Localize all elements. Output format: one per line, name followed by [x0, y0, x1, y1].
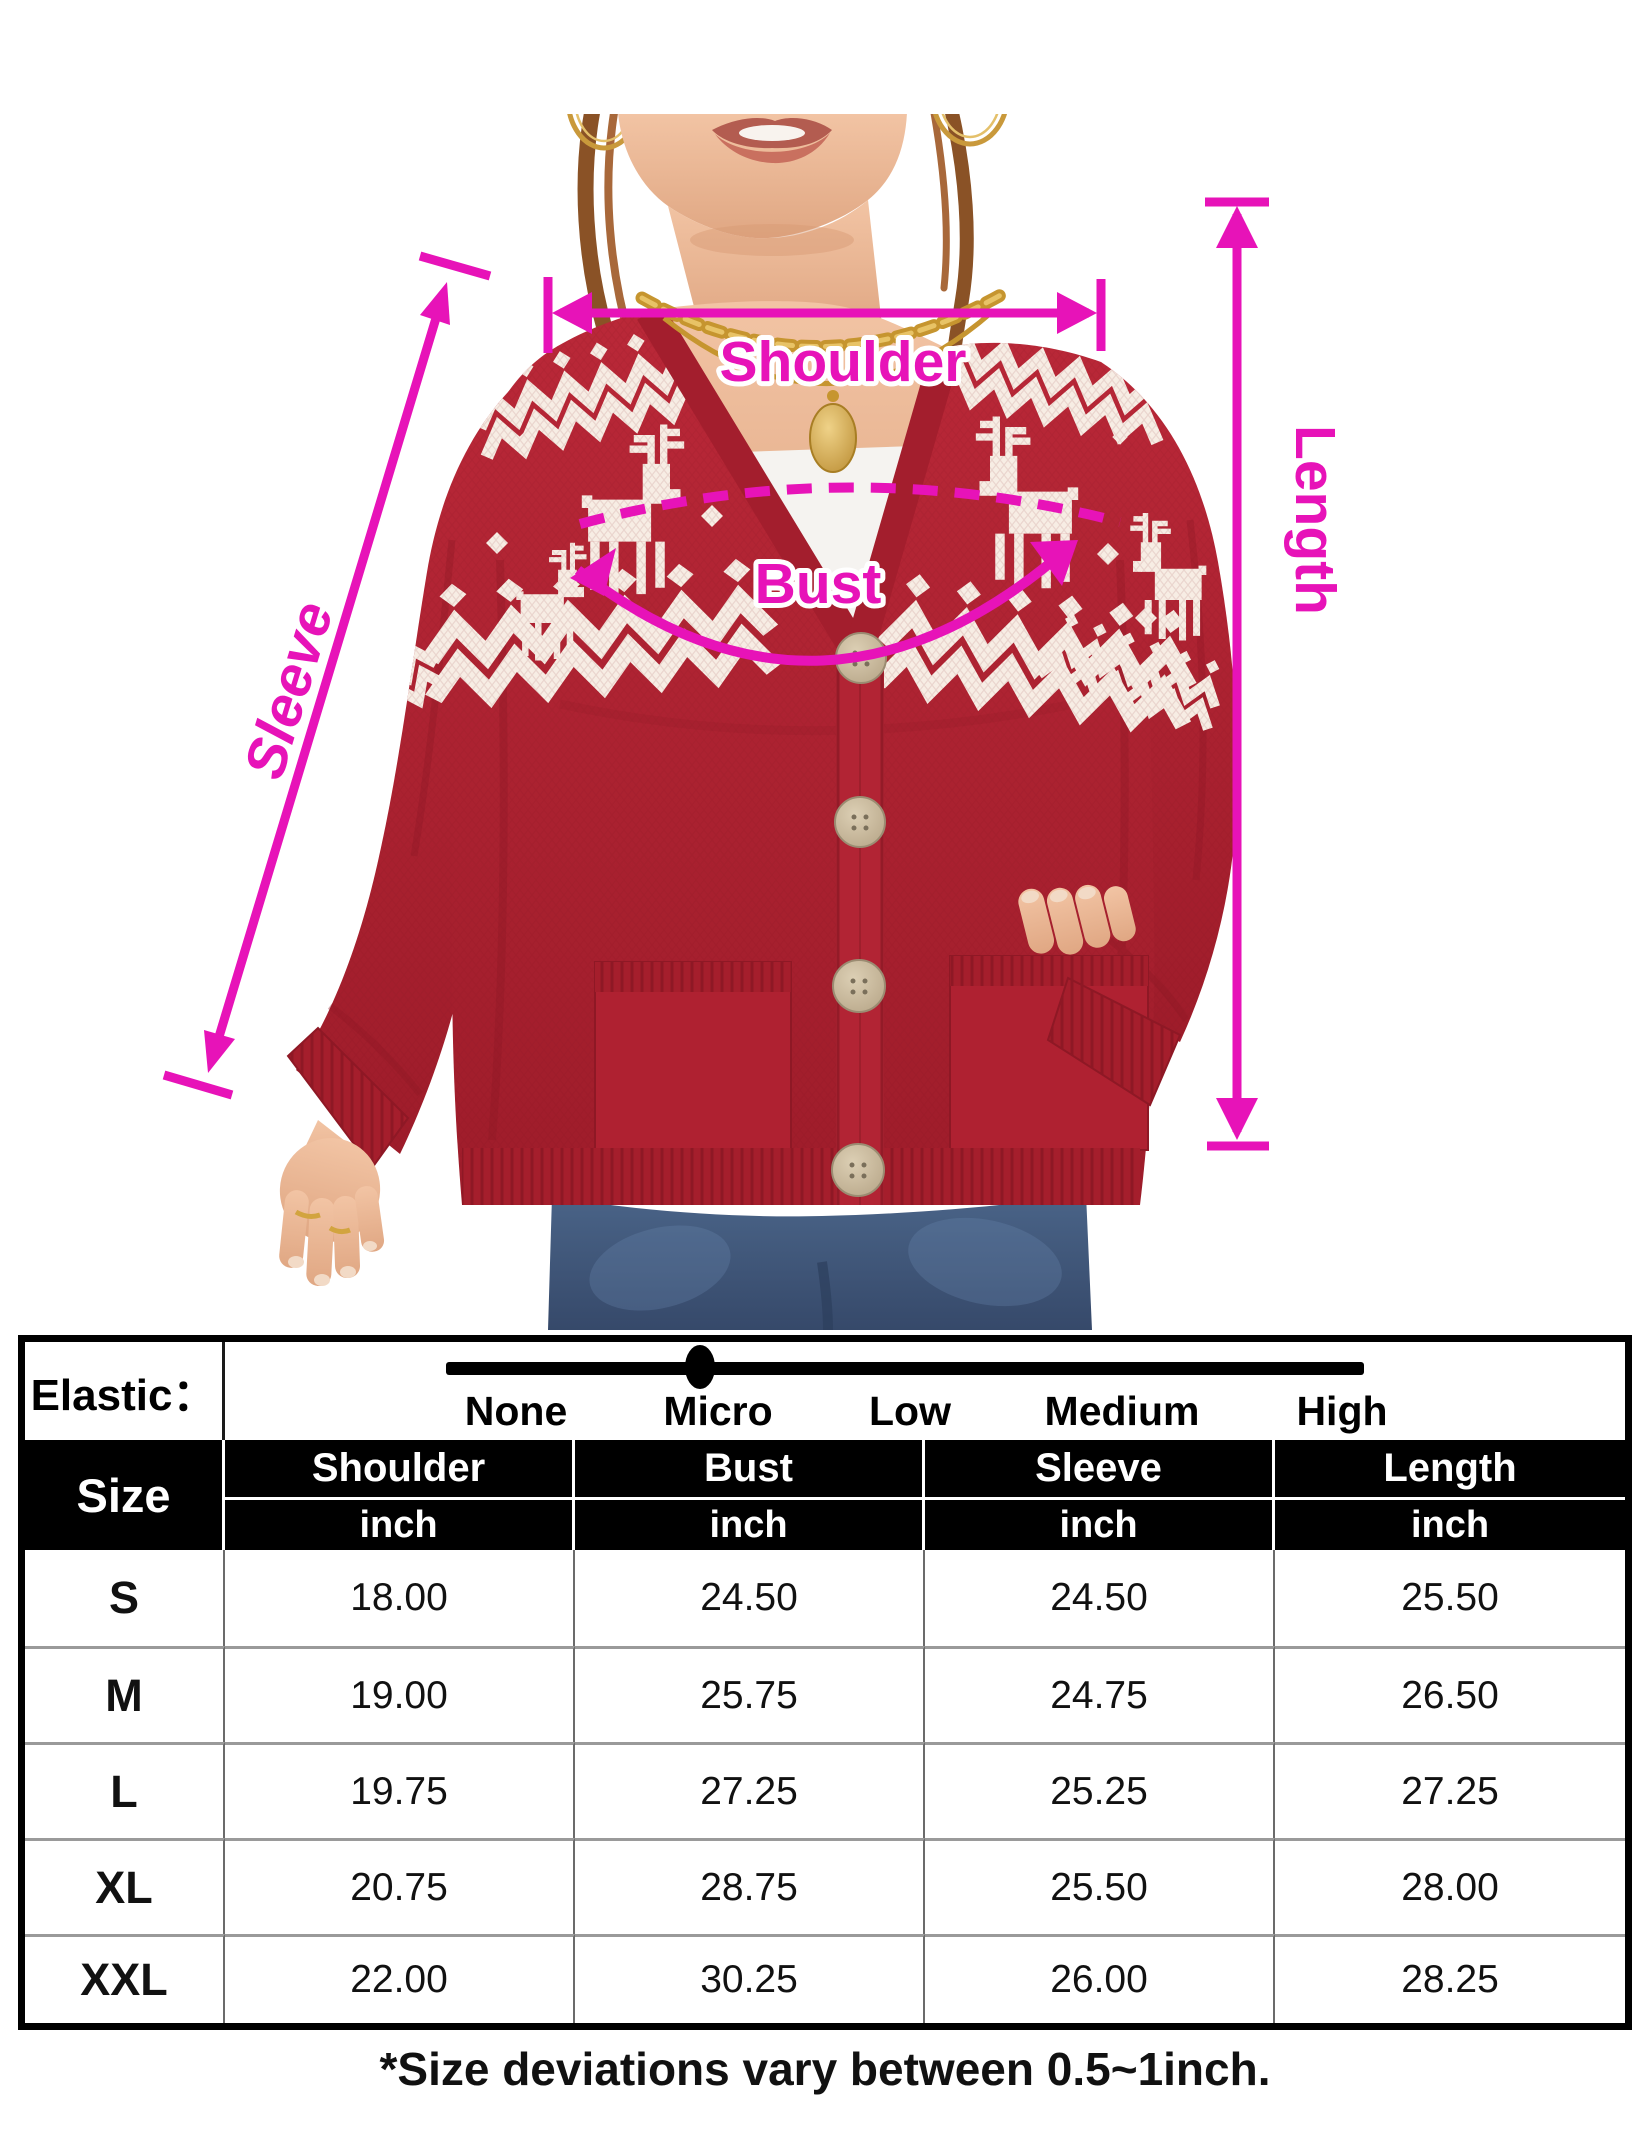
- size-deviation-note: *Size deviations vary between 0.5~1inch.: [379, 2043, 1271, 2095]
- jeans: [548, 1194, 1092, 1330]
- col-header-length: Length: [1275, 1440, 1625, 1497]
- bust-label: Bust: [755, 552, 882, 616]
- buttons: [831, 632, 887, 1197]
- elastic-scale: None Micro Low Medium High: [225, 1342, 1625, 1440]
- cell-xxl-sleeve: 26.00: [925, 1934, 1275, 2023]
- row-size-xl: XL: [25, 1838, 225, 1934]
- row-size-s: S: [25, 1550, 225, 1646]
- cell-xxl-bust: 30.25: [575, 1934, 925, 2023]
- unit-cell: inch: [925, 1497, 1275, 1550]
- cell-xl-sleeve: 25.50: [925, 1838, 1275, 1934]
- elastic-option-low: Low: [869, 1388, 951, 1434]
- size-header: Size: [25, 1440, 225, 1550]
- cell-s-length: 25.50: [1401, 1576, 1499, 1619]
- cell-m-shoulder: 19.00: [225, 1646, 575, 1742]
- elastic-slider-track: [446, 1362, 1364, 1375]
- unit-cell: inch: [1275, 1497, 1625, 1550]
- elastic-option-high: High: [1296, 1388, 1388, 1434]
- cell-m-bust: 25.75: [575, 1646, 925, 1742]
- length-label: Length: [1283, 425, 1347, 615]
- elastic-option-medium: Medium: [1044, 1388, 1200, 1434]
- right-hand: [1018, 884, 1136, 955]
- face-and-neck: [618, 113, 907, 330]
- row-size-m: M: [25, 1646, 225, 1742]
- shoulder-label: Shoulder: [719, 330, 966, 394]
- elastic-option-micro: Micro: [663, 1388, 773, 1434]
- bust-annotation: Bust: [570, 482, 1122, 666]
- cell-s-shoulder: 18.00: [225, 1550, 575, 1646]
- col-header-sleeve: Sleeve: [925, 1440, 1275, 1497]
- length-annotation: Length: [1205, 197, 1352, 1151]
- col-header-shoulder: Shoulder: [225, 1440, 575, 1497]
- shoulder-annotation: Shoulder: [543, 277, 1106, 399]
- cell-xxl-shoulder: 22.00: [225, 1934, 575, 2023]
- left-hand: [279, 1120, 385, 1287]
- cell-l-shoulder: 19.75: [225, 1742, 575, 1838]
- cell-xl-length: 28.00: [1275, 1838, 1625, 1934]
- cell-m-length: 26.50: [1275, 1646, 1625, 1742]
- cardigan-details: [286, 632, 1182, 1205]
- cell-s-sleeve: 24.50: [925, 1550, 1275, 1646]
- size-table: Elastic： None Micro Low Medium High Size…: [18, 1335, 1632, 2030]
- cell-l-length: 27.25: [1275, 1742, 1625, 1838]
- cell-xxl-length: 28.25: [1275, 1934, 1625, 2023]
- col-header-bust: Bust: [575, 1440, 925, 1497]
- cell-xl-bust: 28.75: [575, 1838, 925, 1934]
- unit-cell: inch: [575, 1497, 925, 1550]
- elastic-row-label: Elastic：: [25, 1342, 225, 1440]
- elastic-slider-dot: [685, 1345, 715, 1389]
- cell-m-sleeve: 24.75: [925, 1646, 1275, 1742]
- row-size-xxl: XXL: [25, 1934, 225, 2023]
- elastic-option-none: None: [464, 1388, 568, 1434]
- cell-xl-shoulder: 20.75: [225, 1838, 575, 1934]
- cell-l-bust: 27.25: [575, 1742, 925, 1838]
- row-size-l: L: [25, 1742, 225, 1838]
- photo-top-crop: [0, 0, 1650, 114]
- unit-cell: inch: [225, 1497, 575, 1550]
- product-photo: Shoulder Bust Sleeve Length: [0, 0, 1650, 1330]
- cell-s-bust: 24.50: [575, 1550, 925, 1646]
- cell-l-sleeve: 25.25: [925, 1742, 1275, 1838]
